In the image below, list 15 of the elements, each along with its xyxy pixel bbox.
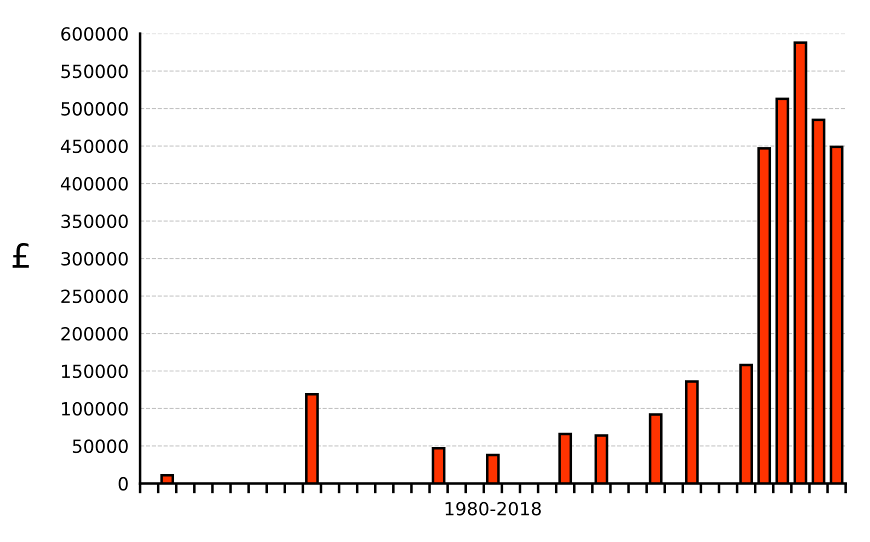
- y-tick-label: 450000: [60, 140, 128, 154]
- y-tick-label: 600000: [61, 27, 128, 41]
- y-tick-label: 500000: [61, 102, 128, 116]
- y-tick-label: 550000: [61, 64, 128, 78]
- y-tick-label: 150000: [62, 364, 128, 378]
- y-tick-label: 200000: [61, 326, 128, 341]
- x-axis-title: 1980-2018: [446, 502, 541, 516]
- y-axis-title: £: [12, 242, 29, 268]
- y-tick-label: 400000: [60, 177, 128, 191]
- y-tick-label: 350000: [61, 214, 128, 228]
- y-tick-label: 50000: [72, 439, 128, 454]
- y-tick-label: 250000: [61, 289, 128, 304]
- y-tick-label: 300000: [61, 252, 128, 266]
- y-tick-label: 100000: [62, 402, 128, 416]
- y-tick-label: 0: [118, 476, 128, 491]
